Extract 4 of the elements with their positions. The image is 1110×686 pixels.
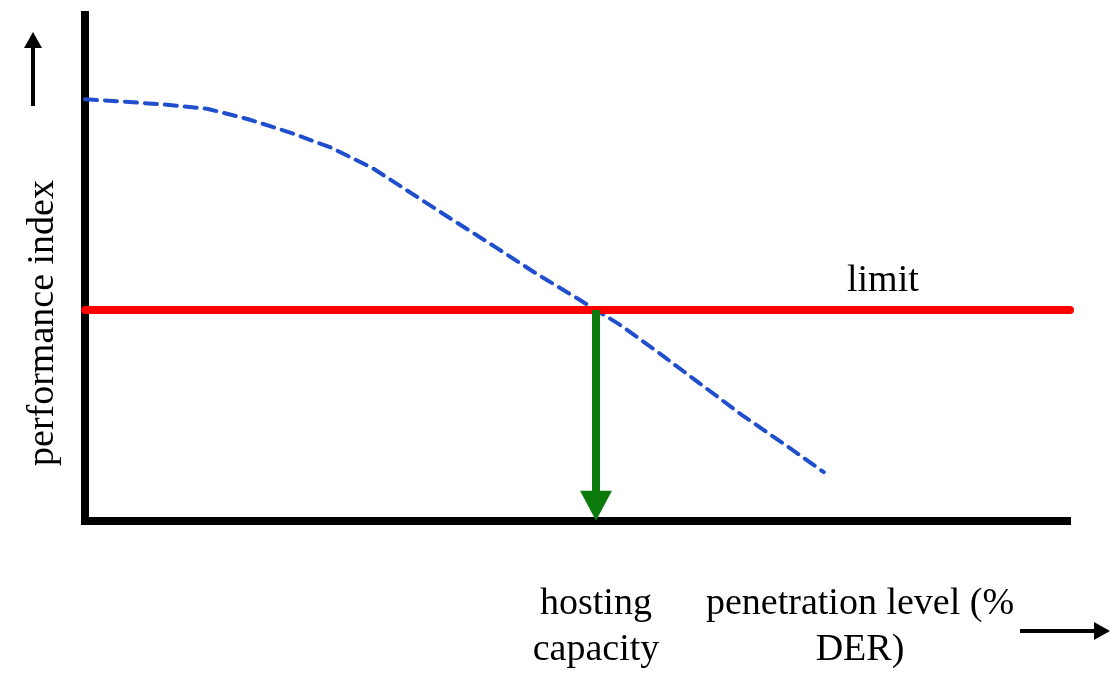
ref-line-label: limit <box>846 256 920 299</box>
x-axis-title: penetration level (% DER) <box>704 579 1016 670</box>
text: hosting capacity <box>531 579 661 670</box>
y-axis-title: performance index <box>18 179 62 468</box>
